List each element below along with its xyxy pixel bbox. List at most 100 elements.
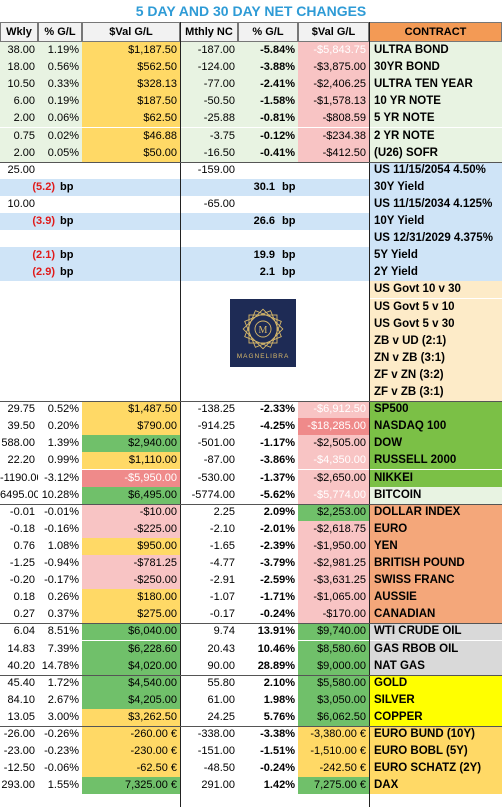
weekly-net-change: 18.00	[7, 61, 35, 74]
monthly-value: -1,510.00 €	[298, 743, 369, 761]
monthly-net-change: -1.07	[209, 591, 235, 604]
monthly-value: -$1,950.00	[298, 537, 369, 555]
monthly-net-change: -4.77	[209, 557, 235, 569]
monthly-value: -$2,505.00	[298, 435, 369, 453]
weekly-net-change: 0.18	[13, 591, 35, 604]
weekly-net-change: 0.76	[13, 539, 35, 552]
monthly-pct: 28.89%	[257, 659, 295, 672]
monthly-value: 7,275.00 €	[298, 777, 369, 795]
table-row: 2.00 0.06% $62.50 -25.88 -0.81% -$808.59 5 YR …	[0, 110, 502, 128]
column-divider	[180, 22, 181, 807]
monthly-value: -$5,843.75	[298, 42, 369, 59]
weekly-pct: -3.12%	[44, 471, 79, 484]
monthly-value: -$18,285.00	[298, 418, 369, 436]
weekly-pct: 14.78%	[41, 659, 79, 672]
weekly-pct: 1.19%	[47, 44, 79, 56]
monthly-value: -$234.38	[298, 127, 369, 145]
page-title: 5 DAY AND 30 DAY NET CHANGES	[0, 0, 502, 22]
contract-name: NASDAQ 100	[369, 418, 502, 436]
table-row: 293.00 1.55% 7,325.00 € 291.00 1.42% 7,275.00…	[0, 777, 502, 795]
monthly-pct: -1.17%	[260, 437, 295, 450]
monthly-value: -$3,631.25	[298, 572, 369, 590]
monthly-value: -$5,774.00	[298, 486, 369, 504]
monthly-value: -$1,578.13	[298, 93, 369, 111]
logo-text: MAGNELIBRA	[236, 353, 290, 360]
column-divider	[369, 22, 370, 807]
weekly-pct: -0.26%	[44, 728, 79, 740]
weekly-net-change: 6.04	[13, 625, 35, 638]
monthly-value: $8,580.60	[298, 640, 369, 658]
monthly-value: -$2,406.25	[298, 76, 369, 94]
monthly-net-change: -87.00	[203, 454, 235, 467]
contract-name: ZB v UD (2:1)	[369, 332, 502, 350]
monthly-pct: 13.91%	[257, 625, 295, 638]
monthly-pct: -3.79%	[260, 557, 295, 569]
weekly-value: -62.50 €	[82, 760, 180, 778]
contract-name: 2Y Yield	[369, 264, 502, 282]
weekly-net-change: 6.00	[13, 95, 35, 108]
bp-unit: bp	[282, 180, 296, 193]
bp-unit: bp	[60, 266, 74, 279]
contract-name: SWISS FRANC	[369, 572, 502, 590]
weekly-value: $562.50	[82, 59, 180, 77]
weekly-net-change: 84.10	[7, 693, 35, 706]
weekly-pct: 0.37%	[47, 608, 79, 621]
bp-unit: bp	[282, 249, 296, 262]
table-row: (2.1) bp 19.9 bp 5Y Yield	[0, 247, 502, 265]
monthly-pct: -0.12%	[260, 129, 295, 142]
monthly-net-change: -914.25	[197, 420, 235, 433]
contract-name: 30Y Yield	[369, 178, 502, 196]
bp-unit: bp	[60, 215, 74, 227]
weekly-value: $4,205.00	[82, 691, 180, 709]
table-row: ZF v ZN (3:2)	[0, 366, 502, 384]
monthly-net-change: -3.75	[209, 129, 235, 142]
monthly-net-change: 9.74	[213, 625, 235, 638]
table-row: 2.00 0.05% $50.00 -16.50 -0.41% -$412.50 (U26)…	[0, 144, 502, 162]
monthly-value: -3,380.00 €	[298, 726, 369, 743]
table-row: -23.00 -0.23% -230.00 € -151.00 -1.51% -1,510…	[0, 743, 502, 761]
monthly-net-change: 55.80	[207, 676, 235, 689]
weekly-net-change: 14.83	[7, 642, 35, 655]
contract-name: SILVER	[369, 691, 502, 709]
table-row: US 12/31/2029 4.375%	[0, 230, 502, 248]
contract-name: (U26) SOFR	[369, 144, 502, 162]
monthly-net-change: -159.00	[197, 163, 235, 176]
monthly-value: -$412.50	[298, 144, 369, 162]
monthly-pct: -0.24%	[260, 762, 295, 775]
contract-name: YEN	[369, 537, 502, 555]
monthly-pct: 2.09%	[263, 505, 295, 518]
weekly-net-change: 0.75	[13, 129, 35, 142]
table-row: -0.01 -0.01% -$10.00 2.25 2.09% $2,253.00 DOLL…	[0, 503, 502, 521]
contract-name: US 12/31/2029 4.375%	[369, 230, 502, 248]
weekly-net-change: 6495.00	[0, 488, 38, 501]
contract-name: BITCOIN	[369, 486, 502, 504]
monthly-net-change: 291.00	[201, 779, 235, 792]
contract-name: EURO BUND (10Y)	[369, 726, 502, 743]
table-row: -1190.00 -3.12%-$5,950.00 -530.00 -1.37%-$2…	[0, 469, 502, 487]
contract-name: 5 YR NOTE	[369, 110, 502, 128]
monthly-value: $9,740.00	[298, 623, 369, 641]
weekly-net-change: -26.00	[3, 728, 35, 740]
monthly-net-change: -138.25	[197, 403, 235, 416]
monthly-pct: -4.25%	[260, 420, 295, 433]
group-divider	[0, 674, 502, 676]
monthly-value: -$3,875.00	[298, 59, 369, 77]
header-mthly-pct: % G/L	[238, 22, 298, 42]
weekly-value: $180.00	[82, 589, 180, 607]
weekly-value: $6,228.60	[82, 640, 180, 658]
monthly-value: -$2,618.75	[298, 520, 369, 538]
bp-unit: bp	[60, 180, 74, 193]
weekly-net-change: 13.05	[7, 710, 35, 723]
weekly-pct: -0.23%	[44, 745, 79, 758]
weekly-net-change: -0.18	[9, 522, 35, 535]
monthly-pct: -1.58%	[260, 95, 295, 108]
monthly-pct: -2.41%	[260, 78, 295, 91]
contract-name: DOLLAR INDEX	[369, 503, 502, 521]
table-row: -12.50 -0.06% -62.50 € -48.50 -0.24% -242.50 …	[0, 760, 502, 778]
contract-name: SP500	[369, 401, 502, 419]
monthly-net-change: -16.50	[203, 146, 235, 159]
header-mthly-val: $Val G/L	[298, 22, 369, 42]
contract-name: 30YR BOND	[369, 59, 502, 77]
monthly-pct: -0.81%	[260, 112, 295, 125]
weekly-net-change: 45.40	[7, 676, 35, 689]
